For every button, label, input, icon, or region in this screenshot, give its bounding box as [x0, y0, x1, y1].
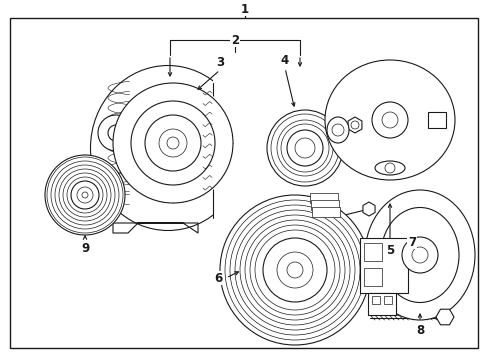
Ellipse shape	[381, 207, 459, 302]
Ellipse shape	[375, 161, 405, 175]
Text: 5: 5	[386, 243, 394, 257]
Ellipse shape	[365, 190, 475, 320]
Ellipse shape	[91, 66, 245, 230]
Circle shape	[267, 110, 343, 186]
Bar	[428, 112, 446, 128]
Text: 8: 8	[416, 324, 424, 337]
Circle shape	[263, 238, 327, 302]
Ellipse shape	[114, 79, 232, 207]
Circle shape	[131, 101, 215, 185]
Text: 2: 2	[231, 33, 239, 46]
Bar	[368, 293, 396, 315]
Bar	[360, 238, 408, 293]
Circle shape	[277, 120, 333, 176]
Text: 7: 7	[408, 235, 416, 248]
Circle shape	[372, 102, 408, 138]
Bar	[384, 296, 392, 304]
Bar	[311, 200, 339, 210]
Circle shape	[402, 237, 438, 273]
Text: 3: 3	[216, 55, 224, 68]
Bar	[364, 243, 382, 261]
Circle shape	[108, 125, 124, 141]
Circle shape	[287, 130, 323, 166]
Text: 4: 4	[281, 54, 289, 67]
Circle shape	[45, 155, 125, 235]
Bar	[310, 193, 338, 203]
Bar	[364, 268, 382, 286]
Bar	[312, 207, 340, 217]
Text: 9: 9	[81, 242, 89, 255]
Ellipse shape	[325, 60, 455, 180]
Bar	[213, 58, 253, 238]
Circle shape	[113, 83, 233, 203]
Ellipse shape	[327, 117, 349, 143]
Circle shape	[71, 181, 99, 209]
Circle shape	[220, 195, 370, 345]
Text: 1: 1	[241, 3, 249, 15]
Text: 6: 6	[214, 271, 222, 284]
Circle shape	[145, 115, 201, 171]
Bar	[372, 296, 380, 304]
Circle shape	[98, 115, 134, 151]
Text: 1: 1	[241, 4, 249, 17]
